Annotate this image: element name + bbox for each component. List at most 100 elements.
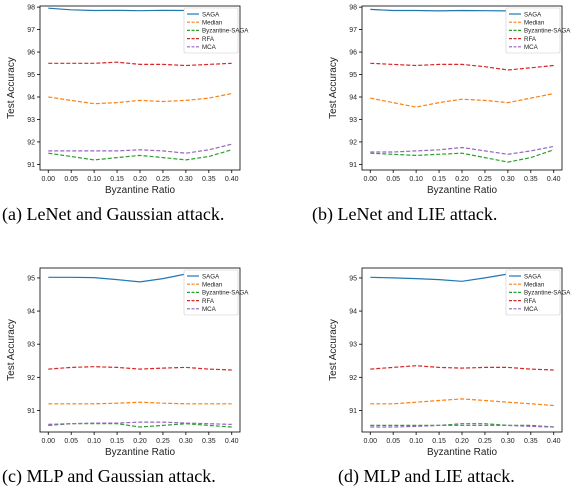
y-tick-label: 93 <box>27 117 35 124</box>
y-tick-label: 94 <box>349 94 357 101</box>
x-axis-label: Byzantine Ratio <box>105 447 175 458</box>
chart-panel-d: 91 92 93 94 95 0.00 0.05 0.10 0.15 0.20 0.25 0.30 0.… <box>322 262 572 462</box>
legend-label: Median <box>202 282 223 289</box>
chart-panel-b: 91 92 93 94 95 96 97 98 0.00 0.05 0.10 0.15 0.20 0.25… <box>322 0 572 200</box>
chart-panel-a: 91 92 93 94 95 96 97 98 0.00 0.05 0.10 0.15 0.20 0.25… <box>0 0 250 200</box>
x-tick-label: 0.20 <box>455 438 469 445</box>
x-tick-label: 0.30 <box>501 438 515 445</box>
legend-label: MCA <box>524 44 539 51</box>
legend-box <box>183 269 239 316</box>
x-tick-label: 0.30 <box>179 438 193 445</box>
series-line-mca <box>370 424 554 428</box>
x-tick-label: 0.10 <box>409 438 423 445</box>
x-tick-label: 0.40 <box>225 176 239 183</box>
series-line-median <box>48 93 232 105</box>
legend-label: Median <box>524 282 545 289</box>
legend-label: MCA <box>202 44 217 51</box>
x-tick-label: 0.05 <box>386 438 400 445</box>
y-tick-label: 93 <box>27 342 35 349</box>
series-line-mca <box>48 143 232 154</box>
x-tick-label: 0.15 <box>110 438 124 445</box>
y-axis-label: Test Accuracy <box>6 57 17 119</box>
y-tick-label: 91 <box>349 408 357 415</box>
x-tick-label: 0.30 <box>179 176 193 183</box>
y-tick-label: 94 <box>27 94 35 101</box>
y-tick-label: 94 <box>27 309 35 316</box>
y-tick-label: 94 <box>349 309 357 316</box>
legend-label: RFA <box>524 298 537 305</box>
y-tick-label: 96 <box>27 50 35 57</box>
y-tick-label: 92 <box>27 139 35 146</box>
legend-label: Byzantine-SAGA <box>524 290 571 297</box>
x-tick-label: 0.40 <box>225 438 239 445</box>
series-line-byzantine-saga <box>370 423 554 428</box>
caption-b: (b) LeNet and LIE attack. <box>312 204 498 224</box>
y-tick-label: 91 <box>27 162 35 169</box>
x-tick-label: 0.35 <box>524 438 538 445</box>
x-tick-label: 0.15 <box>432 438 446 445</box>
chart-b: 91 92 93 94 95 96 97 98 0.00 0.05 0.10 0.15 0.20 0.25… <box>328 5 571 196</box>
y-tick-label: 91 <box>349 162 357 169</box>
legend-label: Byzantine-SAGA <box>524 28 571 35</box>
x-tick-label: 0.10 <box>87 176 101 183</box>
y-tick-label: 95 <box>27 72 35 79</box>
legend-box <box>183 7 239 54</box>
x-tick-label: 0.25 <box>156 176 170 183</box>
series-line-rfa <box>48 61 232 67</box>
y-tick-label: 95 <box>27 275 35 282</box>
y-tick-label: 93 <box>349 117 357 124</box>
x-tick-label: 0.05 <box>386 176 400 183</box>
y-tick-label: 92 <box>349 139 357 146</box>
series-line-rfa <box>48 366 232 371</box>
x-tick-label: 0.20 <box>133 176 147 183</box>
legend-label: RFA <box>202 36 215 43</box>
x-axis-label: Byzantine Ratio <box>427 447 497 458</box>
x-tick-label: 0.40 <box>547 176 561 183</box>
legend-label: Median <box>524 20 545 27</box>
x-tick-label: 0.00 <box>363 438 377 445</box>
x-tick-label: 0.00 <box>41 438 55 445</box>
x-tick-label: 0.00 <box>41 176 55 183</box>
caption-d: (d) MLP and LIE attack. <box>338 466 515 486</box>
legend-label: Median <box>202 20 223 27</box>
x-tick-label: 0.25 <box>478 176 492 183</box>
x-tick-label: 0.35 <box>524 176 538 183</box>
legend-label: SAGA <box>524 273 542 280</box>
caption-a: (a) LeNet and Gaussian attack. <box>2 204 225 224</box>
chart-d: 91 92 93 94 95 0.00 0.05 0.10 0.15 0.20 0.25 0.30 0.… <box>328 267 571 458</box>
legend-label: MCA <box>202 306 217 313</box>
y-tick-label: 92 <box>27 375 35 382</box>
x-tick-label: 0.15 <box>432 176 446 183</box>
x-tick-label: 0.10 <box>87 438 101 445</box>
x-axis-label: Byzantine Ratio <box>105 185 175 196</box>
y-tick-label: 96 <box>349 50 357 57</box>
x-tick-label: 0.20 <box>455 176 469 183</box>
caption-c: (c) MLP and Gaussian attack. <box>2 466 216 486</box>
y-tick-label: 97 <box>349 27 357 34</box>
y-tick-label: 91 <box>27 408 35 415</box>
y-axis-label: Test Accuracy <box>6 319 17 381</box>
series-line-byzantine-saga <box>370 149 554 163</box>
x-tick-label: 0.30 <box>501 176 515 183</box>
y-tick-label: 95 <box>349 275 357 282</box>
x-tick-label: 0.25 <box>156 438 170 445</box>
x-axis-label: Byzantine Ratio <box>427 185 497 196</box>
legend-label: RFA <box>524 36 537 43</box>
y-tick-label: 98 <box>349 5 357 12</box>
legend-label: SAGA <box>202 273 220 280</box>
x-tick-label: 0.00 <box>363 176 377 183</box>
x-tick-label: 0.10 <box>409 176 423 183</box>
series-line-rfa <box>370 365 554 371</box>
x-tick-label: 0.05 <box>64 438 78 445</box>
y-tick-label: 93 <box>349 342 357 349</box>
x-tick-label: 0.40 <box>547 438 561 445</box>
series-line-rfa <box>370 62 554 71</box>
series-line-mca <box>370 145 554 155</box>
x-tick-label: 0.25 <box>478 438 492 445</box>
x-tick-label: 0.35 <box>202 438 216 445</box>
x-tick-label: 0.35 <box>202 176 216 183</box>
series-line-median <box>48 401 232 405</box>
legend-label: Byzantine-SAGA <box>202 28 249 35</box>
series-line-median <box>370 398 554 407</box>
legend-label: SAGA <box>524 11 542 18</box>
